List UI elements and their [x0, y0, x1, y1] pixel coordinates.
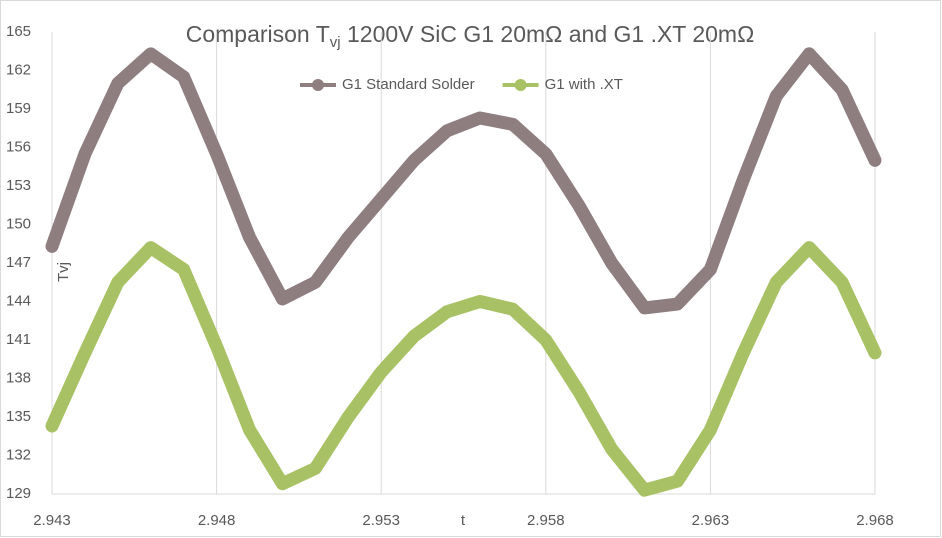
y-tick-label: 132: [6, 446, 31, 463]
y-axis-label: Tvj: [55, 262, 72, 282]
y-tick-label: 144: [6, 292, 31, 309]
legend-marker: [514, 79, 527, 91]
x-tick-label: 2.958: [527, 512, 565, 529]
y-tick-label: 141: [6, 331, 31, 348]
x-axis-label: t: [461, 512, 466, 529]
y-tick-label: 150: [6, 215, 31, 232]
legend-label: G1 Standard Solder: [342, 76, 475, 93]
x-tick-label: 2.953: [362, 512, 400, 529]
y-tick-label: 165: [6, 23, 31, 40]
chart-title: Comparison Tvj 1200V SiC G1 20mΩ and G1 …: [186, 21, 755, 51]
y-tick-label: 162: [6, 61, 31, 78]
series-line: [45, 47, 882, 315]
x-tick-label: 2.968: [856, 512, 894, 529]
title-part: Comparison T: [186, 21, 330, 47]
legend-marker: [312, 79, 324, 91]
y-tick-label: 159: [6, 100, 31, 117]
y-tick-label: 147: [6, 254, 31, 271]
x-tick-label: 2.963: [692, 512, 730, 529]
y-tick-label: 135: [6, 408, 31, 425]
legend-entry: G1 with .XT: [502, 76, 623, 93]
x-tick-label: 2.948: [198, 512, 236, 529]
x-tick-label: 2.943: [33, 512, 71, 529]
y-tick-label: 156: [6, 138, 31, 155]
y-tick-label: 153: [6, 177, 31, 194]
y-tick-label: 129: [6, 485, 31, 502]
series-line: [45, 241, 882, 497]
legend-label: G1 with .XT: [545, 76, 623, 93]
title-subscript: vj: [330, 34, 341, 51]
title-part: 1200V SiC G1 20mΩ and G1 .XT 20mΩ: [341, 21, 755, 47]
y-tick-label: 138: [6, 369, 31, 386]
legend-entry: G1 Standard Solder: [300, 76, 475, 93]
